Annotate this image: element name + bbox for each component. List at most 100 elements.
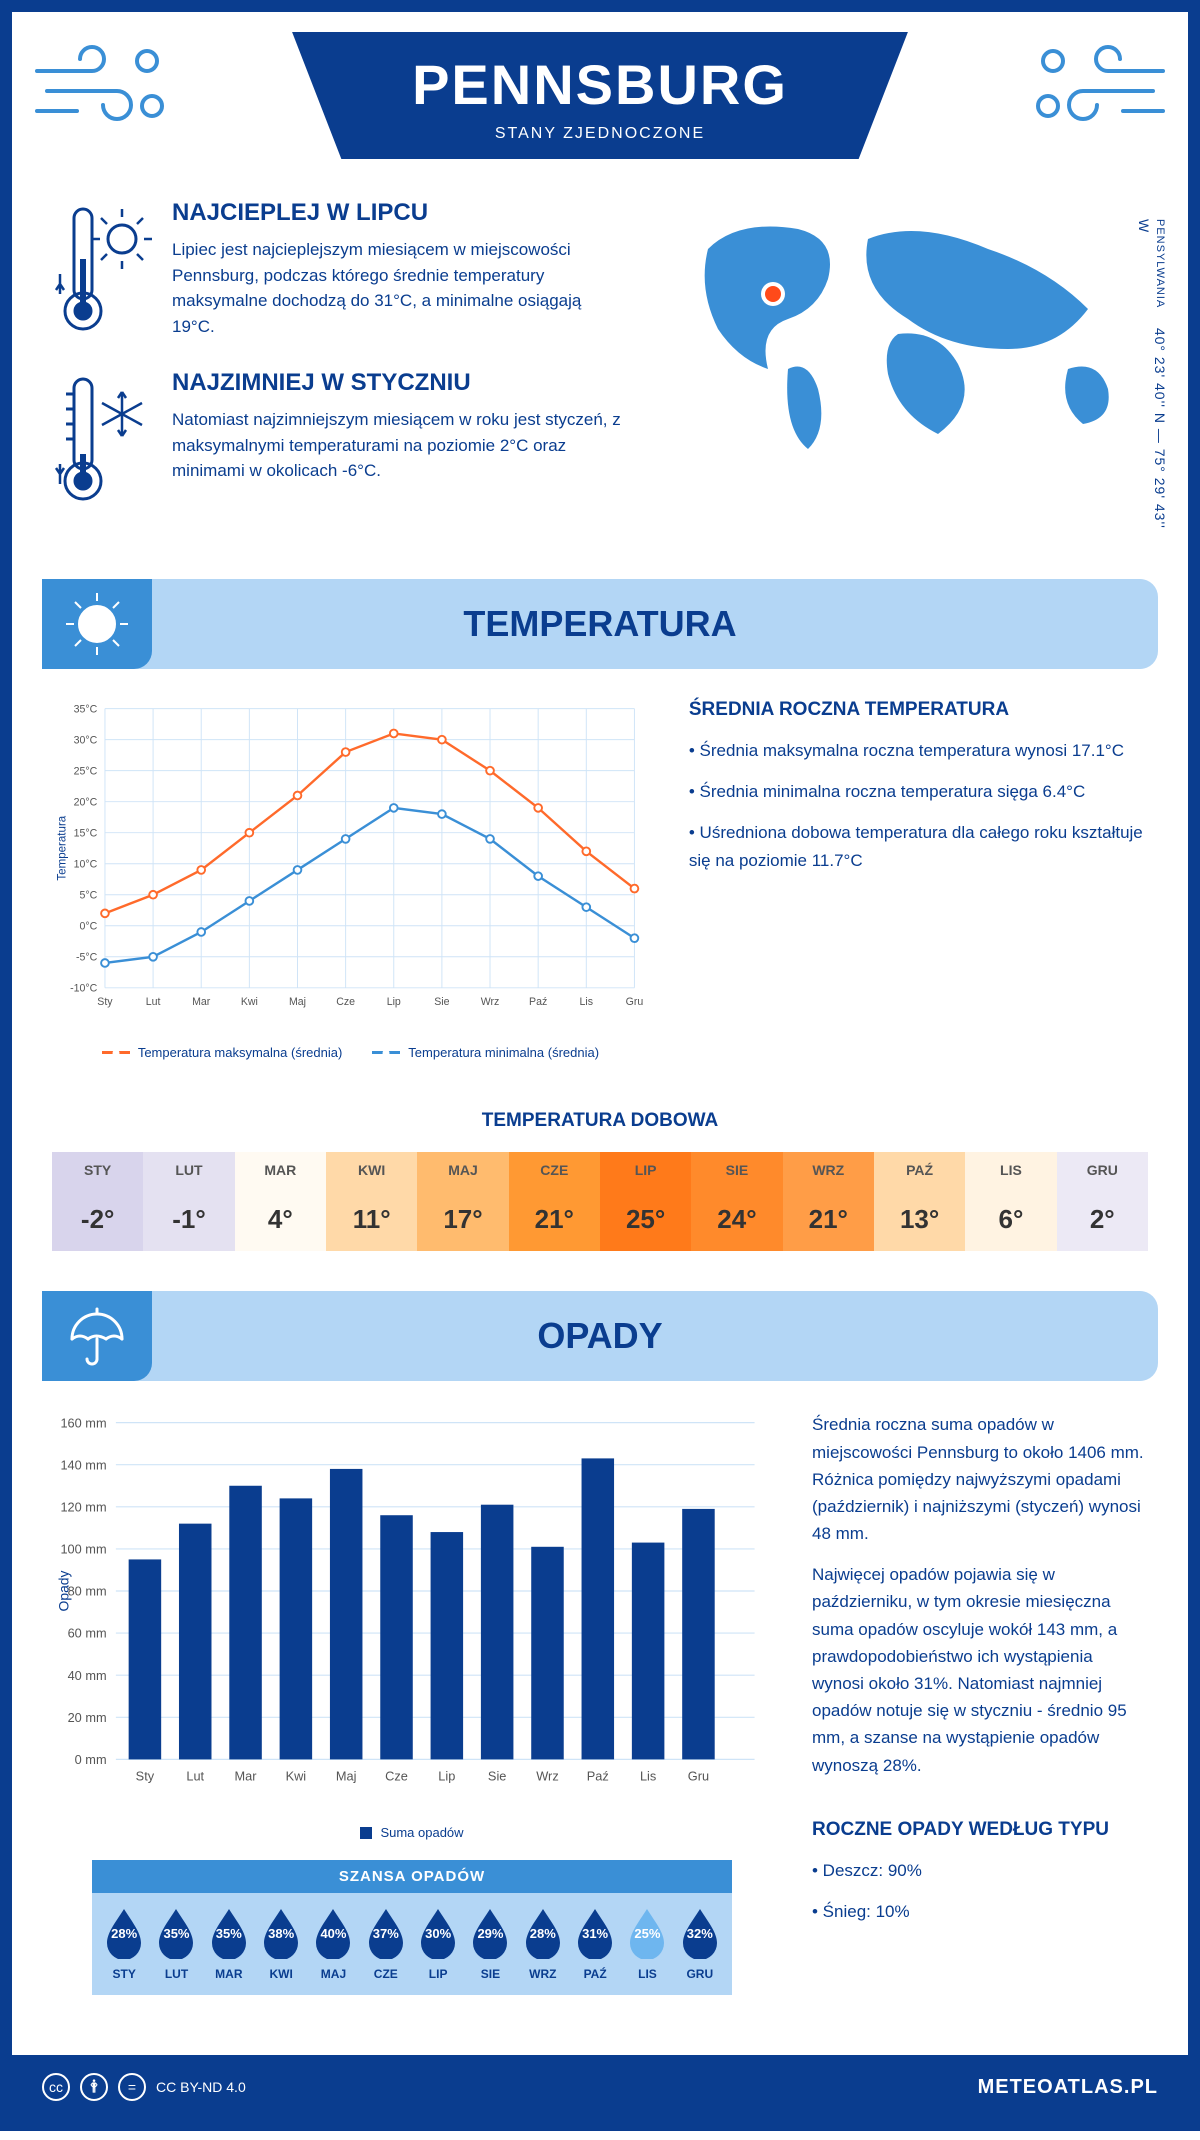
hottest-text: NAJCIEPLEJ W LIPCU Lipiec jest najcieple… (172, 199, 628, 339)
svg-text:5°C: 5°C (79, 890, 97, 902)
sun-icon (42, 579, 152, 669)
svg-text:Cze: Cze (336, 996, 355, 1008)
precip-chance: SZANSA OPADÓW 28%STY35%LUT35%MAR38%KWI40… (92, 1860, 732, 1995)
precip-body: 0 mm20 mm40 mm60 mm80 mm100 mm120 mm140 … (12, 1381, 1188, 2025)
coldest-desc: Natomiast najzimniejszym miesiącem w rok… (172, 407, 628, 484)
footer-license: cc 🛉 = CC BY-ND 4.0 (42, 2073, 246, 2101)
drop-cell: 35%MAR (203, 1907, 255, 1981)
month-cell: WRZ21° (783, 1152, 874, 1251)
hottest-title: NAJCIEPLEJ W LIPCU (172, 199, 628, 227)
svg-text:Gru: Gru (626, 996, 644, 1008)
precip-snow: • Śnieg: 10% (812, 1898, 1148, 1925)
umbrella-icon (42, 1291, 152, 1381)
page: PENNSBURG STANY ZJEDNOCZONE (0, 0, 1200, 2131)
svg-text:Lip: Lip (387, 996, 401, 1008)
svg-text:Cze: Cze (385, 1769, 408, 1784)
coordinates: PENSYLWANIA 40° 23' 40'' N — 75° 29' 43'… (1136, 219, 1168, 539)
country-subtitle: STANY ZJEDNOCZONE (412, 125, 788, 143)
svg-text:30°C: 30°C (74, 734, 98, 746)
svg-text:Mar: Mar (192, 996, 211, 1008)
svg-text:Paź: Paź (529, 996, 547, 1008)
precip-type-heading: ROCZNE OPADY WEDŁUG TYPU (812, 1819, 1148, 1841)
temp-chart: -10°C-5°C0°C5°C10°C15°C20°C25°C30°C35°CS… (52, 699, 649, 1060)
svg-text:20°C: 20°C (74, 797, 98, 809)
svg-text:60 mm: 60 mm (68, 1626, 107, 1641)
precip-p1: Średnia roczna suma opadów w miejscowośc… (812, 1411, 1148, 1547)
month-cell: LIS6° (965, 1152, 1056, 1251)
header-banner: PENNSBURG STANY ZJEDNOCZONE (292, 32, 908, 159)
svg-text:Sie: Sie (488, 1769, 506, 1784)
svg-text:Opady: Opady (55, 1571, 71, 1612)
month-cell: MAR4° (235, 1152, 326, 1251)
svg-text:25°C: 25°C (74, 766, 98, 778)
drop-cell: 40%MAJ (307, 1907, 359, 1981)
svg-text:Kwi: Kwi (286, 1769, 307, 1784)
legend-swatch-max (102, 1051, 130, 1054)
footer-site: METEOATLAS.PL (978, 2076, 1158, 2099)
svg-text:Lip: Lip (438, 1769, 455, 1784)
svg-text:35°C: 35°C (74, 703, 98, 715)
drop-cell: 32%GRU (674, 1907, 726, 1981)
svg-text:-10°C: -10°C (70, 983, 98, 995)
drop-cell: 35%LUT (150, 1907, 202, 1981)
temp-title: TEMPERATURA (463, 603, 736, 644)
svg-text:Lis: Lis (640, 1769, 656, 1784)
legend-min: Temperatura minimalna (średnia) (372, 1045, 599, 1060)
svg-text:Wrz: Wrz (481, 996, 500, 1008)
legend-swatch-precip (360, 1827, 372, 1839)
svg-text:160 mm: 160 mm (60, 1416, 106, 1431)
svg-text:Maj: Maj (289, 996, 306, 1008)
month-cell: STY-2° (52, 1152, 143, 1251)
legend-max-label: Temperatura maksymalna (średnia) (138, 1045, 342, 1060)
svg-text:Sty: Sty (97, 996, 113, 1008)
precip-title: OPADY (537, 1315, 662, 1356)
world-map: PENSYLWANIA 40° 23' 40'' N — 75° 29' 43'… (668, 199, 1148, 539)
by-icon: 🛉 (80, 2073, 108, 2101)
svg-text:-5°C: -5°C (76, 952, 98, 964)
drop-cell: 31%PAŹ (569, 1907, 621, 1981)
svg-text:10°C: 10°C (74, 859, 98, 871)
drop-cell: 29%SIE (464, 1907, 516, 1981)
precip-summary: Średnia roczna suma opadów w miejscowośc… (812, 1411, 1148, 1995)
svg-text:120 mm: 120 mm (60, 1500, 106, 1515)
month-cell: LUT-1° (143, 1152, 234, 1251)
svg-text:Gru: Gru (688, 1769, 709, 1784)
temp-section-header: TEMPERATURA (42, 579, 1158, 669)
svg-text:40 mm: 40 mm (68, 1668, 107, 1683)
svg-text:100 mm: 100 mm (60, 1542, 106, 1557)
thermometer-hot-icon (52, 199, 152, 339)
precip-rain: • Deszcz: 90% (812, 1857, 1148, 1884)
month-cell: LIP25° (600, 1152, 691, 1251)
legend-max: Temperatura maksymalna (średnia) (102, 1045, 342, 1060)
month-cell: MAJ17° (417, 1152, 508, 1251)
month-cell: GRU2° (1057, 1152, 1148, 1251)
page-footer: cc 🛉 = CC BY-ND 4.0 METEOATLAS.PL (12, 2055, 1188, 2119)
precip-drops-row: 28%STY35%LUT35%MAR38%KWI40%MAJ37%CZE30%L… (92, 1893, 732, 1995)
legend-precip-label: Suma opadów (380, 1825, 463, 1840)
daily-temp-row: STY-2°LUT-1°MAR4°KWI11°MAJ17°CZE21°LIP25… (52, 1152, 1148, 1251)
drop-cell: 37%CZE (360, 1907, 412, 1981)
hottest-block: NAJCIEPLEJ W LIPCU Lipiec jest najcieple… (52, 199, 628, 339)
coldest-text: NAJZIMNIEJ W STYCZNIU Natomiast najzimni… (172, 369, 628, 509)
legend-precip: Suma opadów (360, 1825, 463, 1840)
drop-cell: 28%WRZ (517, 1907, 569, 1981)
legend-min-label: Temperatura minimalna (średnia) (408, 1045, 599, 1060)
svg-text:Lut: Lut (146, 996, 161, 1008)
chance-heading: SZANSA OPADÓW (92, 1860, 732, 1893)
svg-text:Wrz: Wrz (536, 1769, 558, 1784)
cc-icon: cc (42, 2073, 70, 2101)
temp-body: -10°C-5°C0°C5°C10°C15°C20°C25°C30°C35°CS… (12, 669, 1188, 1090)
svg-text:Lis: Lis (580, 996, 594, 1008)
drop-cell: 38%KWI (255, 1907, 307, 1981)
intro-row: NAJCIEPLEJ W LIPCU Lipiec jest najcieple… (12, 199, 1188, 579)
temp-summary-heading: ŚREDNIA ROCZNA TEMPERATURA (689, 699, 1148, 721)
temp-summary-p2: • Średnia minimalna roczna temperatura s… (689, 778, 1148, 805)
svg-text:Sty: Sty (136, 1769, 155, 1784)
month-cell: PAŹ13° (874, 1152, 965, 1251)
wind-icon (1028, 36, 1168, 136)
coldest-title: NAJZIMNIEJ W STYCZNIU (172, 369, 628, 397)
precip-chart: 0 mm20 mm40 mm60 mm80 mm100 mm120 mm140 … (52, 1411, 772, 1995)
svg-text:Kwi: Kwi (241, 996, 258, 1008)
nd-icon: = (118, 2073, 146, 2101)
drop-cell: 28%STY (98, 1907, 150, 1981)
